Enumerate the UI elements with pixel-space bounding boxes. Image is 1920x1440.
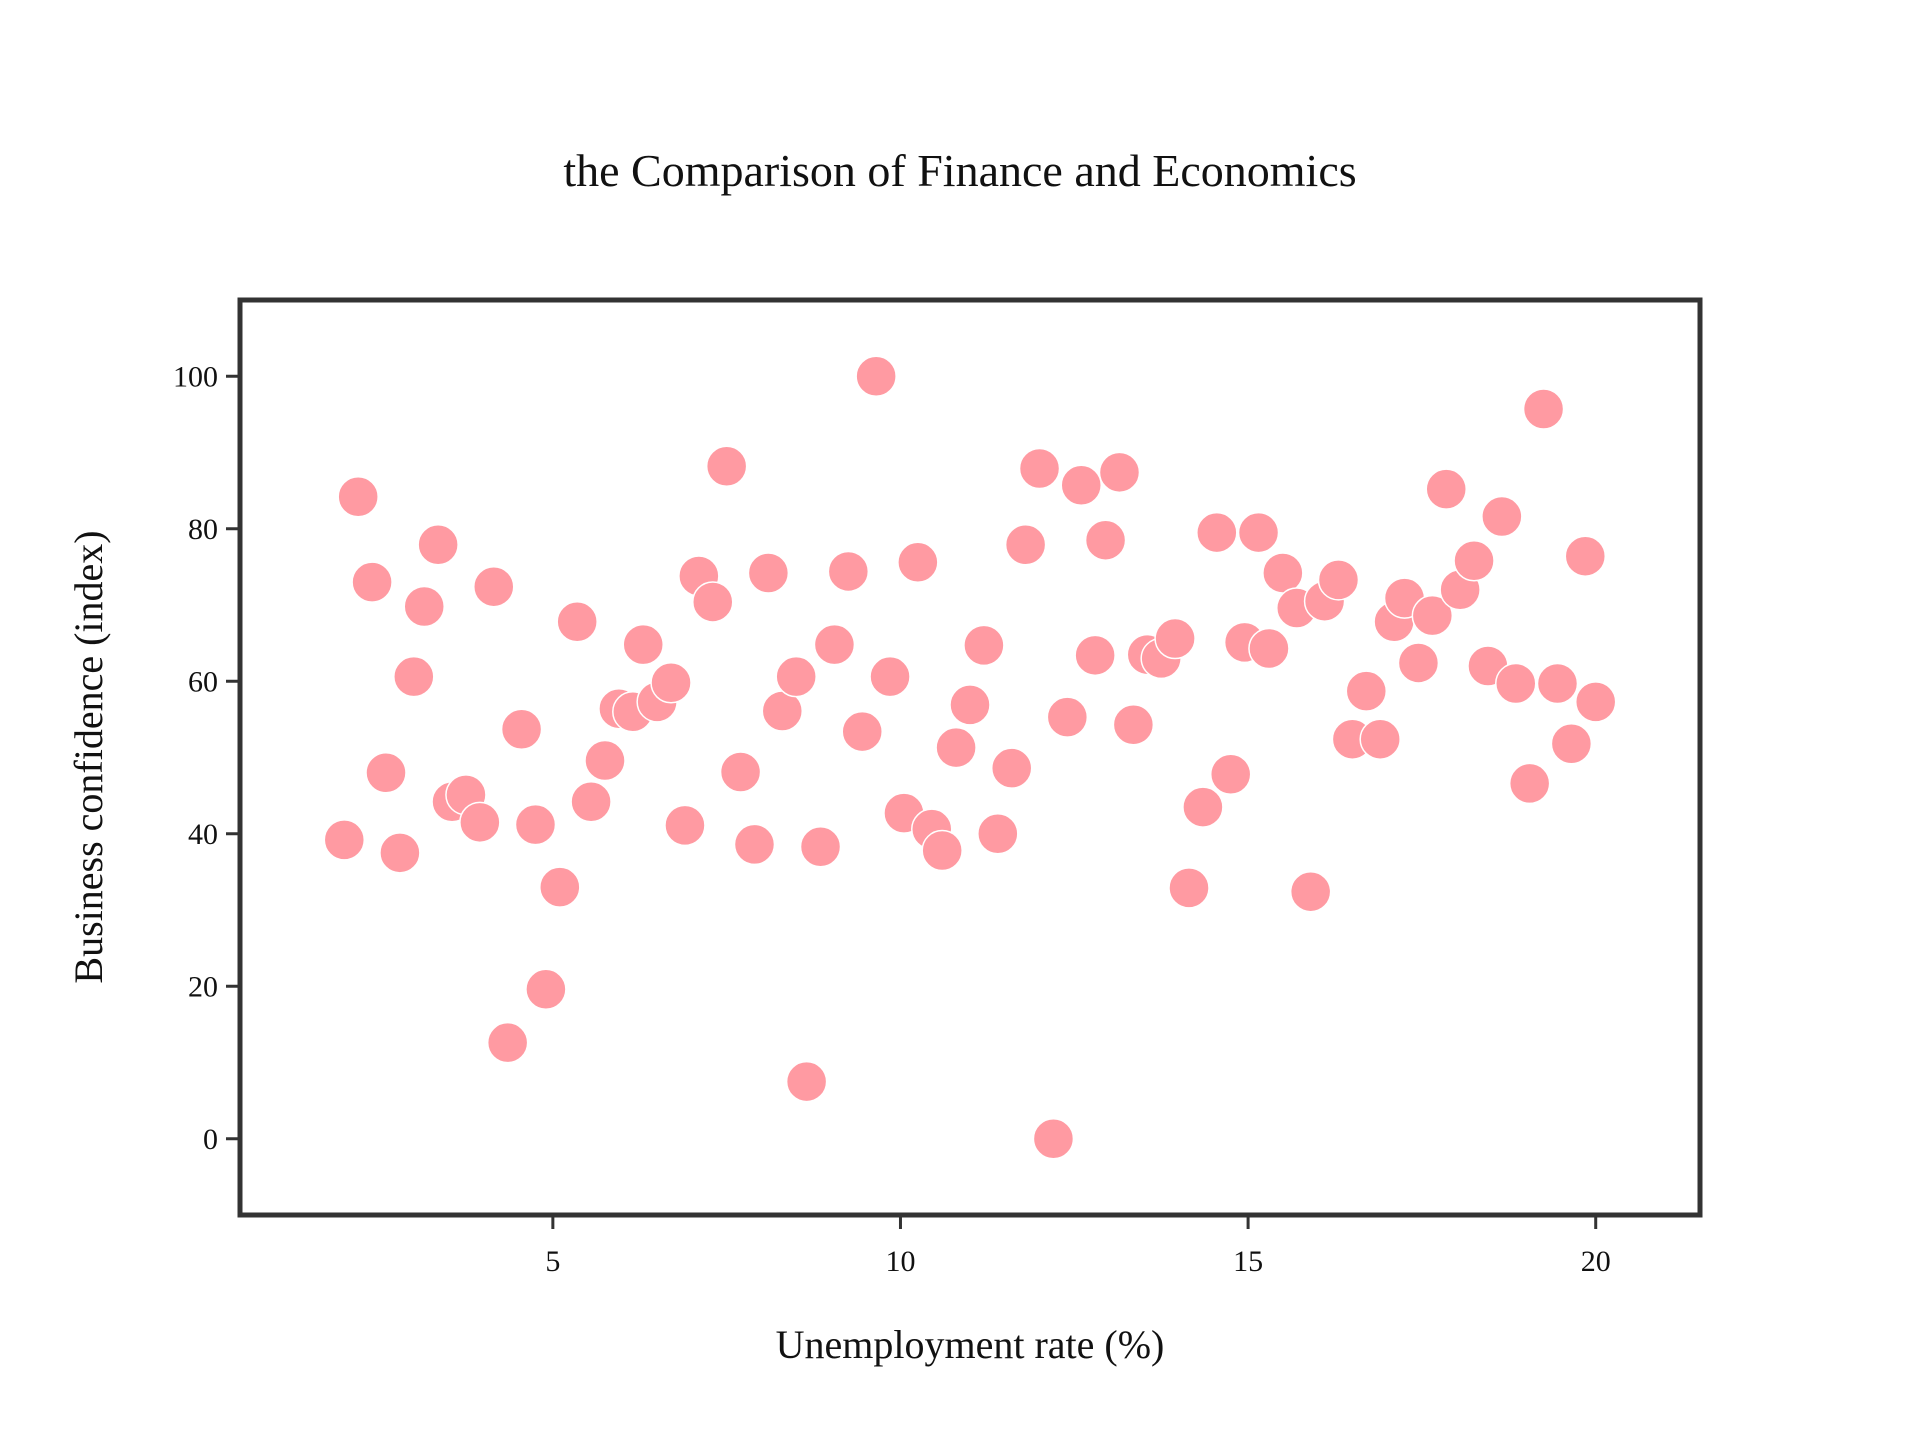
data-point [473, 565, 515, 608]
data-point [921, 829, 963, 872]
data-point [1289, 870, 1332, 913]
data-point [990, 747, 1033, 789]
data-point [417, 524, 459, 566]
data-point [1060, 464, 1102, 507]
data-point [785, 1060, 828, 1103]
x-axis-title: Unemployment rate (%) [776, 1322, 1165, 1367]
data-point [869, 655, 911, 698]
y-axis: 0 20 40 60 80 100 [173, 360, 240, 1156]
data-point [323, 819, 366, 861]
y-tick-label: 60 [188, 665, 218, 698]
data-point [500, 708, 543, 751]
data-point [393, 655, 435, 698]
data-point [1508, 762, 1551, 805]
plot-frame [237, 297, 1703, 1218]
data-point [719, 751, 762, 793]
data-point [775, 655, 817, 698]
data-point [1262, 552, 1304, 594]
data-point [379, 832, 421, 874]
data-point [827, 550, 870, 593]
data-point [855, 355, 897, 397]
data-point [1018, 447, 1061, 490]
data-point [692, 581, 734, 623]
data-point [1182, 786, 1224, 828]
data-point [1550, 723, 1593, 765]
y-tick-label: 100 [173, 360, 218, 393]
data-point [486, 1021, 529, 1064]
y-tick-label: 20 [188, 970, 218, 1003]
x-tick-label: 5 [545, 1245, 560, 1278]
x-tick-label: 10 [885, 1245, 915, 1278]
data-point [1046, 696, 1089, 738]
data-point [1345, 670, 1388, 712]
data-point [1574, 681, 1617, 723]
data-point [813, 623, 856, 666]
data-point [1411, 594, 1454, 637]
data-points [323, 355, 1617, 1160]
data-point [539, 866, 581, 908]
data-point [351, 561, 393, 603]
x-tick-label: 20 [1581, 1245, 1611, 1278]
data-point [570, 780, 612, 823]
data-point [459, 801, 501, 844]
data-point [664, 804, 706, 847]
data-point [622, 623, 664, 666]
data-point [1453, 540, 1495, 582]
y-tick-label: 0 [203, 1123, 218, 1156]
data-point [1495, 662, 1537, 705]
data-point [1536, 662, 1579, 705]
data-point [733, 823, 776, 866]
data-point [1425, 468, 1467, 510]
data-point [1397, 642, 1440, 684]
y-axis-title: Business confidence (index) [66, 530, 111, 983]
data-point [1004, 524, 1047, 566]
data-point [1248, 627, 1290, 670]
x-tick-label: 15 [1233, 1245, 1263, 1278]
data-point [584, 739, 626, 782]
chart-title: the Comparison of Finance and Economics [563, 145, 1356, 196]
data-point [365, 752, 407, 794]
data-point [841, 710, 883, 753]
data-point [1359, 718, 1401, 760]
data-point [1564, 535, 1607, 577]
data-point [1032, 1118, 1075, 1160]
data-point [1168, 867, 1210, 909]
y-tick-label: 80 [188, 513, 218, 546]
data-point [1196, 511, 1238, 554]
data-point [1112, 703, 1155, 746]
data-point [1209, 753, 1252, 796]
data-point [897, 541, 939, 584]
data-point [1074, 634, 1116, 677]
data-point [556, 601, 598, 643]
x-axis: 5 10 15 20 [545, 1215, 1611, 1278]
data-point [1154, 617, 1196, 660]
data-point [1522, 388, 1565, 430]
data-point [963, 624, 1005, 667]
data-point [1098, 451, 1141, 494]
data-point [705, 445, 748, 487]
data-point [514, 803, 557, 846]
data-point [977, 813, 1019, 855]
data-point [1317, 559, 1360, 601]
data-point [403, 585, 445, 628]
data-point [525, 968, 567, 1011]
data-point [650, 662, 692, 704]
y-tick-label: 40 [188, 818, 218, 851]
data-point [337, 475, 379, 518]
data-point [747, 552, 790, 594]
data-point [1481, 495, 1523, 538]
data-point [1237, 511, 1280, 554]
data-point [1084, 519, 1127, 561]
data-point [799, 825, 842, 868]
data-point [949, 684, 991, 726]
data-point [935, 726, 977, 769]
